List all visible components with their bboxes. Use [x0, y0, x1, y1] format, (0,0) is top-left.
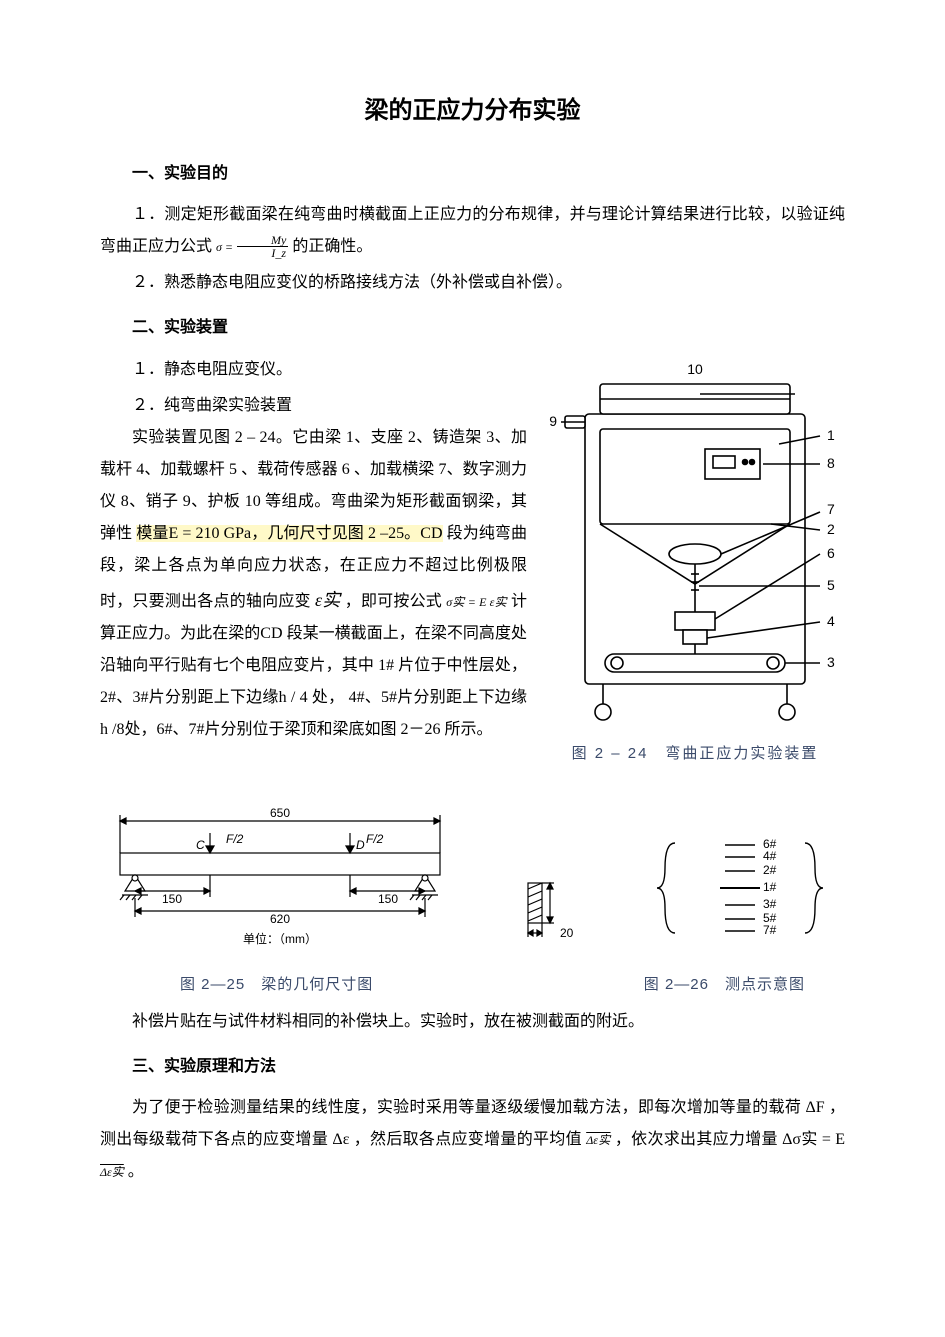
dim-20: 20: [560, 926, 574, 940]
s1-para-1: １．测定矩形截面梁在纯弯曲时横截面上正应力的分布规律，并与理论计算结果进行比较，…: [100, 199, 845, 263]
apparatus-label-6: 6: [827, 545, 835, 561]
figure-2-24-caption: 图 2 – 24 弯曲正应力实验装置: [545, 742, 845, 763]
gauge-label-2: 2#: [763, 863, 777, 877]
gauge-label-3: 3#: [763, 897, 777, 911]
point-D-label: D: [356, 838, 365, 852]
apparatus-label-5: 5: [827, 577, 835, 593]
s3-para-1: 为了便于检验测量结果的线性度，实验时采用等量逐级缓慢加载方法，即每次增加等量的载…: [100, 1092, 845, 1188]
gauge-label-1: 1#: [763, 880, 777, 894]
point-C-label: C: [196, 838, 205, 852]
apparatus-label-9: 9: [549, 413, 557, 429]
s2-body-2b: ，即可按公式: [345, 593, 442, 610]
two-column-block: １．静态电阻应变仪。 ２．纯弯曲梁实验装置 实验装置见图 2 – 24。它由梁 …: [100, 354, 845, 763]
figure-2-25-section: 20: [518, 863, 588, 953]
apparatus-label-7: 7: [827, 501, 835, 517]
gauge-label-7: 7#: [763, 923, 777, 937]
section-1-heading: 一、实验目的: [100, 159, 845, 189]
s2-body-2c: 计算正应力。为此在梁的CD 段某一横截面上，在梁不同高度处沿轴向平行贴有七个电阻…: [100, 593, 527, 738]
sigma-E-eps: σ实 = E ε实: [446, 595, 507, 609]
s2-para-2: ２．纯弯曲梁实验装置: [100, 390, 527, 422]
figure-2-26-gauge-schematic: 6# 4# 2# 1# 3# 5# 7#: [645, 823, 845, 953]
s2-para-1: １．静态电阻应变仪。: [100, 354, 527, 386]
two-col-figure: 10 9 1 8 7 2 6 5 4 3 图 2 – 24 弯曲正应力实验装置: [545, 354, 845, 763]
sigma-eq-prefix: σ =: [216, 240, 233, 254]
dim-150-left: 150: [162, 892, 182, 906]
s2-body: 实验装置见图 2 – 24。它由梁 1、支座 2、铸造架 3、加载杆 4、加载螺…: [100, 422, 527, 746]
figure-row: 650 F/2 F/2 C D 150 150 620 单位：（mm）: [100, 803, 845, 953]
apparatus-label-8: 8: [827, 455, 835, 471]
two-col-text: １．静态电阻应变仪。 ２．纯弯曲梁实验装置 实验装置见图 2 – 24。它由梁 …: [100, 354, 527, 750]
figure-2-26-caption: 图 2—26 测点示意图: [644, 973, 805, 994]
s2-body-e-highlight: 模量E = 210 GPa，几何尺寸见图 2 –25。CD: [136, 525, 442, 542]
apparatus-label-2: 2: [827, 521, 835, 537]
apparatus-label-3: 3: [827, 654, 835, 670]
apparatus-label-4: 4: [827, 613, 835, 629]
s3p1-b: ，依次求出其应力增量 Δσ实 = E: [615, 1131, 845, 1148]
document-page: 梁的正应力分布实验 一、实验目的 １．测定矩形截面梁在纯弯曲时横截面上正应力的分…: [0, 0, 945, 1252]
s1p1-text-a: １．测定矩形截面梁在纯弯曲时横截面上正应力的分布规律，并与理论计算结果进行比较，…: [100, 206, 845, 255]
section-3-heading: 三、实验原理和方法: [100, 1052, 845, 1082]
page-title: 梁的正应力分布实验: [100, 90, 845, 125]
figure-2-24-apparatus: 10 9 1 8 7 2 6 5 4 3: [545, 354, 845, 734]
s1p1-text-b: 的正确性。: [292, 238, 372, 255]
s3p1-c: 。: [128, 1163, 144, 1180]
apparatus-label-1: 1: [827, 427, 835, 443]
eps-shi: ε实: [315, 590, 341, 610]
fraction-denominator: I_z: [237, 247, 288, 259]
overline-delta-eps-1: Δε实: [586, 1133, 610, 1147]
figure-2-25-beam-geometry: 650 F/2 F/2 C D 150 150 620 单位：（mm）: [100, 803, 460, 953]
fraction-My-over-Iz: My I_z: [237, 234, 288, 259]
dim-620: 620: [270, 912, 290, 926]
figure-2-25-caption: 图 2—25 梁的几何尺寸图: [180, 973, 373, 994]
unit-label: 单位：（mm）: [243, 931, 317, 946]
section-2-heading: 二、实验装置: [100, 313, 845, 343]
apparatus-label-10: 10: [687, 361, 703, 377]
s1-para-2: ２．熟悉静态电阻应变仪的桥路接线方法（外补偿或自补偿）。: [100, 267, 845, 299]
overline-delta-eps-2: Δε实: [100, 1165, 124, 1179]
compensation-note: 补偿片贴在与试件材料相同的补偿块上。实验时，放在被测截面的附近。: [100, 1006, 845, 1038]
dim-650: 650: [270, 806, 290, 820]
gauge-label-4: 4#: [763, 849, 777, 863]
load-left-label: F/2: [226, 832, 244, 846]
dim-150-right: 150: [378, 892, 398, 906]
figure-caption-row: 图 2—25 梁的几何尺寸图 图 2—26 测点示意图: [100, 973, 845, 994]
load-right-label: F/2: [366, 832, 384, 846]
